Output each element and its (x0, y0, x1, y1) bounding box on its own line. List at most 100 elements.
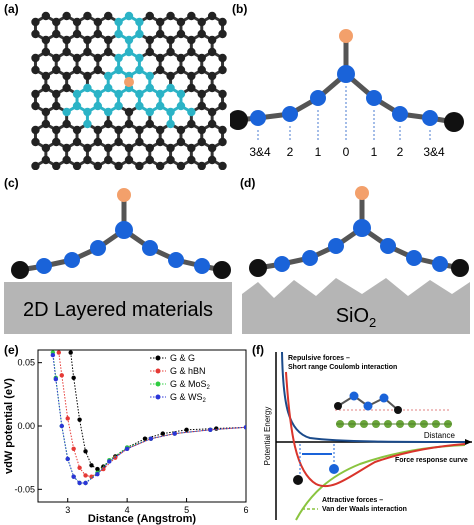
carbon-atom (72, 137, 82, 147)
data-point (160, 431, 165, 436)
carbon-atom (166, 83, 175, 93)
carbon-atom (155, 125, 165, 135)
carbon-atom (176, 29, 186, 39)
carbon-atom (197, 53, 206, 63)
carbon-atom (145, 35, 154, 45)
carbon-atom (52, 125, 61, 135)
carbon-atom (72, 101, 82, 111)
carbon-atom (155, 101, 165, 111)
position-label: 3&4 (249, 145, 271, 159)
carbon-atom (207, 11, 217, 21)
carbon-atom (207, 47, 217, 57)
carbon-atom (197, 125, 206, 135)
sio2-substrate (242, 278, 470, 334)
data-point (83, 473, 88, 478)
data-point (142, 436, 148, 441)
x-tick-label: 6 (243, 505, 248, 515)
data-point (50, 352, 56, 358)
carbon-atom (104, 71, 113, 81)
carbon-atom (135, 161, 144, 170)
carbon-atom (104, 143, 113, 153)
x-tick-label: 5 (184, 505, 189, 515)
carbon-atom (166, 47, 175, 57)
carbon-atom (93, 53, 103, 63)
carbon-atom (166, 119, 175, 129)
carbon-atom (93, 89, 103, 99)
position-label: 1 (371, 145, 378, 159)
carbon-atom (218, 29, 227, 39)
force-response-curve (285, 371, 466, 488)
carbon-atom (135, 101, 144, 111)
carbon-atom (83, 155, 92, 165)
position-label: 1 (315, 145, 322, 159)
carbon-atom (83, 83, 92, 93)
carbon-atom (207, 35, 217, 45)
carbon-atom (124, 107, 134, 117)
panel-label-e: (e) (4, 343, 19, 357)
position-label: 2 (397, 145, 404, 159)
carbon-atom (155, 53, 165, 63)
carbon-atom (93, 125, 103, 135)
data-point (56, 350, 61, 355)
position-label: 2 (287, 145, 294, 159)
repulsive-annotation-2: Short range Coulomb interaction (288, 364, 397, 371)
carbon-atom (187, 155, 196, 165)
carbon-atom (207, 155, 217, 165)
carbon-atom (197, 101, 206, 111)
carbon-atom (135, 125, 144, 135)
carbon-atom (218, 89, 227, 99)
series-g-g (68, 350, 246, 472)
carbon-atom (72, 65, 82, 75)
panel-label-b: (b) (232, 2, 248, 16)
data-point (65, 456, 70, 462)
data-point (59, 423, 64, 429)
data-point (95, 466, 100, 472)
carbon-atom (62, 107, 71, 117)
carbon-atom (62, 35, 71, 45)
carbon-atom (72, 125, 82, 135)
carbon-atom (52, 137, 61, 147)
carbon-atom (187, 107, 196, 117)
data-point (95, 471, 100, 477)
carbon-atom (31, 17, 40, 27)
data-point (71, 375, 76, 381)
layered-substrate (4, 282, 232, 334)
data-point (107, 459, 112, 464)
carbon-atom (176, 137, 186, 147)
chain-atoms (230, 29, 464, 132)
carbon-atom (176, 125, 186, 135)
molecule-inset (334, 391, 452, 428)
carbon-atom (218, 65, 227, 75)
x-axis-label: Distance (424, 431, 456, 440)
carbon-atom (176, 53, 186, 63)
carbon-atom (155, 17, 165, 27)
carbon-atom (83, 47, 92, 57)
carbon-atom (166, 11, 175, 21)
data-point (208, 427, 213, 432)
carbon-atom (31, 89, 40, 99)
carbon-atom (124, 155, 134, 165)
repulsive-annotation-1: Repulsive forces – (288, 355, 350, 362)
y-tick-label: 0.05 (17, 358, 35, 368)
carbon-atom (166, 35, 175, 45)
carbon-atom (155, 137, 165, 147)
data-point (83, 449, 88, 454)
carbon-atom (197, 89, 206, 99)
carbon-atom (104, 155, 113, 165)
panel-label-a: (a) (4, 2, 19, 16)
carbon-atom (41, 83, 51, 93)
data-point (214, 426, 219, 431)
carbon-atom (187, 47, 196, 57)
carbon-atom (218, 125, 227, 135)
carbon-atom (124, 143, 134, 153)
carbon-atom (52, 101, 61, 111)
carbon-atom (176, 101, 186, 111)
carbon-atom (83, 119, 92, 129)
carbon-atom (31, 101, 40, 111)
carbon-atom (52, 17, 61, 27)
panel-label-f: (f) (252, 343, 264, 357)
carbon-atom (114, 125, 123, 135)
carbon-atom (93, 161, 103, 170)
data-point (59, 373, 64, 378)
carbon-atom (207, 119, 217, 129)
